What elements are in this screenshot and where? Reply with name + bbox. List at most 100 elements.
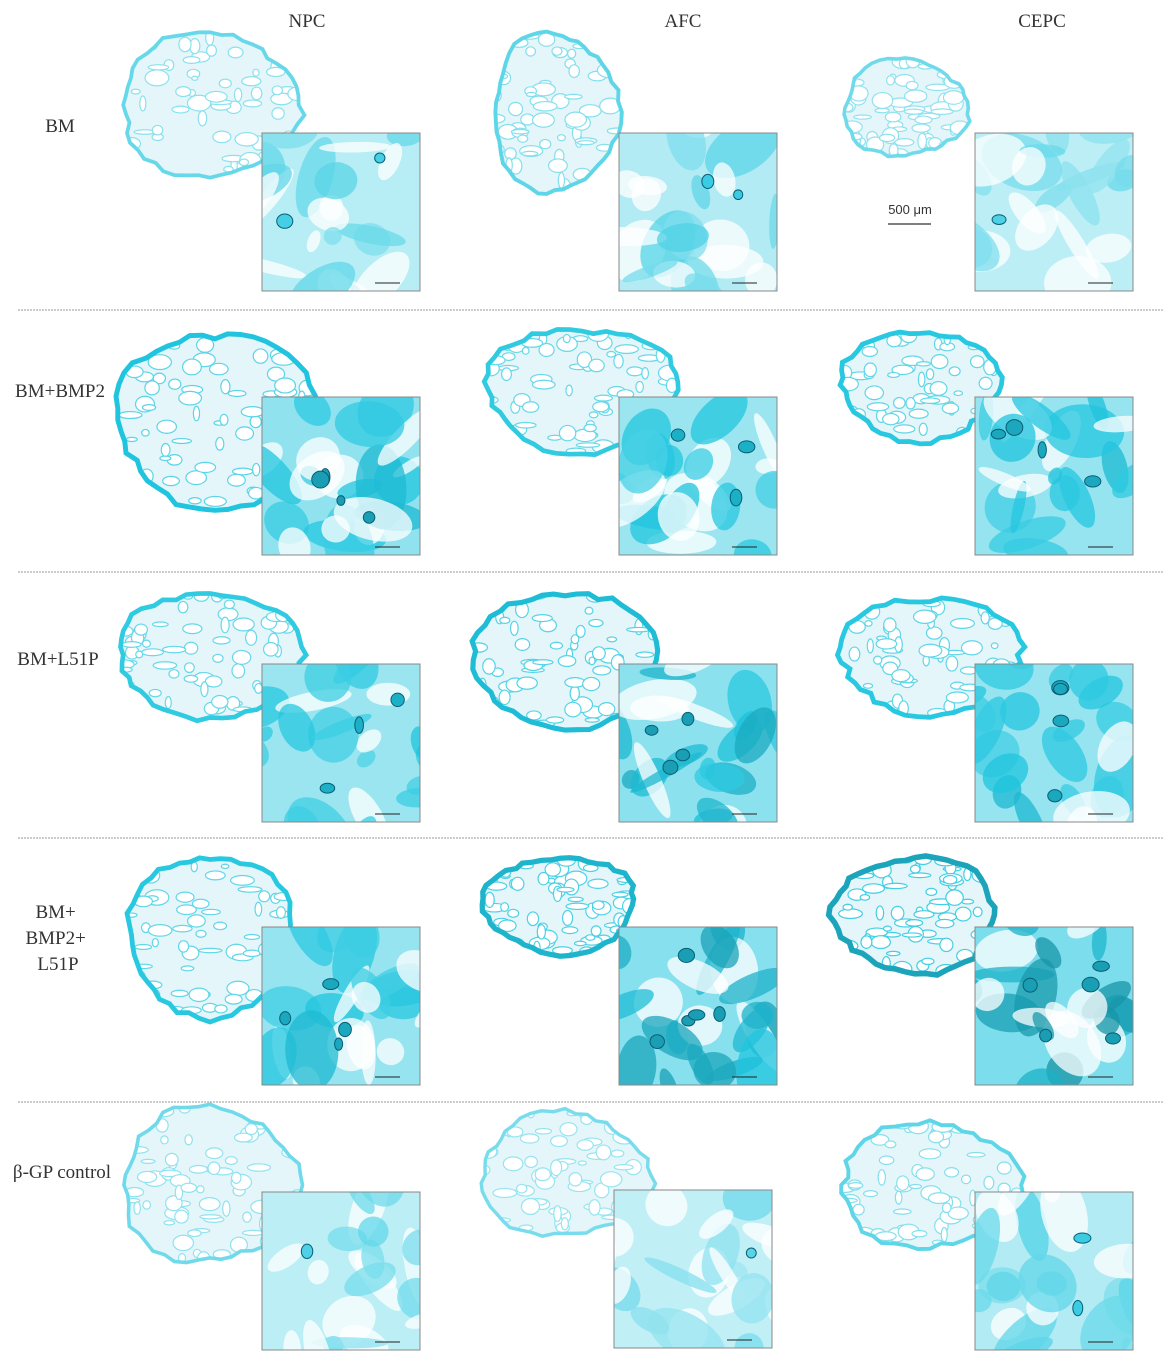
pore — [141, 404, 157, 412]
stain-region — [1093, 1243, 1133, 1279]
pore — [894, 138, 915, 147]
pore — [240, 406, 265, 418]
pore — [870, 1134, 890, 1146]
stain-region — [722, 1190, 772, 1221]
pore — [917, 132, 928, 150]
pore — [949, 144, 961, 157]
pore — [866, 638, 874, 654]
inset-border — [618, 663, 778, 823]
pore — [244, 1123, 258, 1136]
pore — [214, 1004, 228, 1014]
pore — [486, 1124, 500, 1137]
pore — [495, 43, 504, 58]
stain-region — [1080, 1295, 1133, 1350]
pore — [559, 1122, 578, 1137]
pore — [847, 691, 856, 702]
stain-region — [307, 1259, 329, 1285]
pore — [934, 918, 955, 929]
pore — [237, 886, 263, 893]
cell — [1104, 1032, 1121, 1045]
stain-region — [396, 950, 420, 993]
pore — [905, 80, 919, 91]
pore — [519, 1133, 540, 1144]
pore — [168, 669, 180, 679]
pore — [925, 368, 935, 380]
pore — [252, 462, 261, 477]
pore — [990, 642, 999, 650]
pore — [510, 876, 525, 891]
row-label-line: β-GP control — [13, 1162, 111, 1183]
stain-region — [278, 527, 311, 555]
stain-region — [656, 223, 709, 252]
pore — [837, 698, 860, 711]
pore — [941, 402, 960, 415]
pore — [588, 656, 596, 666]
stain-region — [397, 1277, 420, 1320]
pore — [597, 702, 616, 717]
pore — [987, 332, 1002, 348]
pore — [182, 56, 201, 64]
cell — [1053, 682, 1068, 696]
pore — [275, 36, 289, 46]
pore — [592, 665, 612, 676]
pore — [972, 906, 983, 918]
pore — [177, 940, 190, 953]
pore — [212, 636, 231, 645]
pore — [577, 1160, 587, 1166]
pore — [537, 871, 550, 886]
pore — [588, 1199, 601, 1216]
inset-border — [974, 396, 1134, 556]
stain-region — [1068, 664, 1109, 701]
inset-border — [613, 1189, 773, 1349]
stain-region — [693, 1051, 737, 1085]
pore — [250, 86, 263, 101]
pore — [227, 389, 247, 398]
stain-region — [1085, 233, 1132, 263]
pore — [617, 1115, 636, 1127]
pore — [280, 32, 302, 43]
section-edge — [837, 329, 1005, 447]
cell — [1039, 1028, 1053, 1043]
pore — [130, 88, 141, 95]
section-texture — [844, 58, 970, 157]
pore — [877, 1169, 887, 1186]
pore — [120, 698, 141, 715]
pore — [498, 329, 512, 335]
inset-texture — [619, 927, 777, 1085]
pore — [888, 143, 899, 157]
row-label-line: BM — [45, 116, 75, 137]
stain-region — [975, 1289, 992, 1313]
panel — [469, 591, 778, 823]
pore — [233, 1132, 253, 1143]
pore — [510, 128, 530, 135]
column-header: AFC — [665, 11, 702, 32]
pore — [127, 857, 143, 866]
pore — [841, 1140, 855, 1151]
pore — [151, 937, 159, 948]
stain-region — [667, 956, 729, 994]
pore — [163, 1220, 176, 1226]
stain-region — [1000, 692, 1040, 731]
pore — [847, 1182, 864, 1189]
pore — [927, 1130, 945, 1144]
pore — [203, 495, 227, 508]
pore — [547, 158, 568, 174]
cell — [336, 495, 346, 506]
pore — [560, 1217, 569, 1231]
cell — [649, 1034, 665, 1050]
cell — [390, 692, 405, 708]
stain-region — [377, 406, 420, 466]
pore — [187, 914, 206, 928]
pore — [894, 1190, 903, 1205]
pore — [274, 377, 297, 394]
pore — [171, 437, 192, 445]
pore — [120, 598, 131, 608]
pore — [945, 655, 959, 672]
pore — [188, 497, 202, 505]
pore — [133, 1201, 142, 1215]
pore — [498, 689, 511, 706]
stain-region — [356, 749, 376, 768]
stain-region — [696, 797, 739, 822]
stain-region — [659, 1068, 681, 1085]
stain-region — [323, 226, 342, 245]
